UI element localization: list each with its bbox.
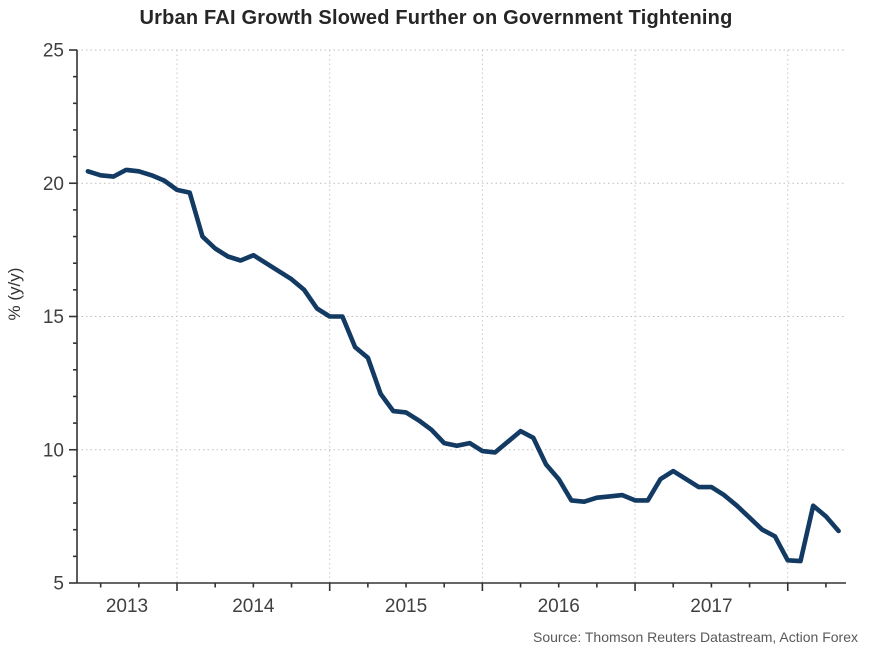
x-tick-label: 2016 <box>538 596 580 617</box>
y-tick-label: 5 <box>53 574 64 595</box>
y-tick-label: 20 <box>43 174 64 195</box>
chart-title: Urban FAI Growth Slowed Further on Gover… <box>139 7 733 29</box>
data-line <box>85 167 841 564</box>
source-note: Source: Thomson Reuters Datastream, Acti… <box>533 629 858 645</box>
y-tick-label: 15 <box>43 307 64 328</box>
y-axis-title: % (y/y) <box>5 267 24 321</box>
y-tick-label: 10 <box>43 440 64 461</box>
y-tick-label: 25 <box>43 41 64 62</box>
x-tick-label: 2014 <box>232 596 275 617</box>
x-tick-label: 2017 <box>690 596 732 617</box>
x-tick-label: 2013 <box>106 596 148 617</box>
x-tick-label: 2015 <box>385 596 427 617</box>
